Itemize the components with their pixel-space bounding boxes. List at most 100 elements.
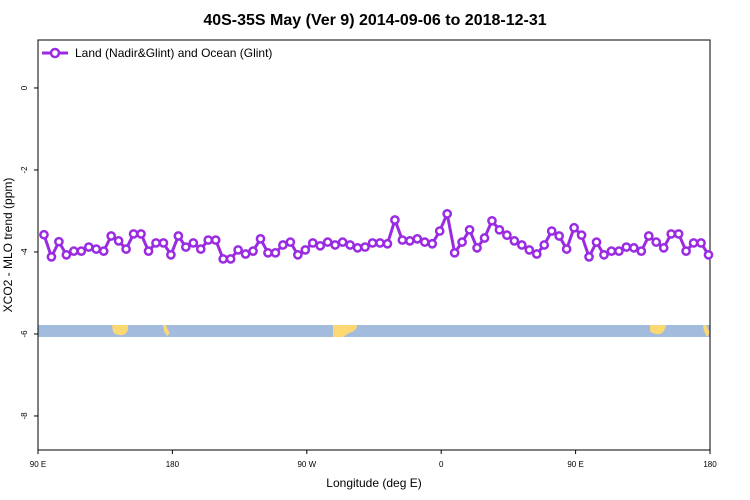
data-point	[307, 238, 318, 248]
data-point	[240, 249, 251, 259]
data-point	[427, 238, 438, 249]
data-point	[255, 234, 266, 244]
data-point	[322, 237, 333, 247]
x-tick-label: 180	[703, 460, 717, 469]
data-point	[121, 244, 131, 254]
data-point	[113, 236, 124, 246]
data-point	[546, 226, 557, 236]
data-point	[390, 215, 400, 225]
data-point	[233, 245, 243, 255]
y-tick-label: 0	[20, 85, 29, 90]
data-point	[285, 237, 296, 247]
data-point	[136, 229, 146, 239]
data-point	[479, 233, 490, 243]
data-point	[188, 238, 199, 248]
data-point	[210, 235, 221, 245]
x-tick-label: 90 E	[30, 460, 46, 469]
y-tick-label: -6	[20, 330, 29, 338]
land-ocean-strip	[38, 325, 710, 337]
data-point	[696, 238, 706, 248]
x-tick-label: 90 W	[297, 460, 316, 469]
x-tick-label: 0	[439, 460, 444, 469]
data-point	[412, 234, 423, 244]
data-point	[434, 226, 445, 236]
data-point	[300, 245, 311, 255]
data-point	[128, 229, 139, 239]
data-point	[375, 238, 385, 248]
data-point	[576, 230, 587, 241]
data-point	[621, 242, 632, 252]
data-point	[345, 240, 355, 250]
data-point	[404, 236, 415, 246]
data-point	[614, 246, 624, 256]
data-point	[628, 243, 639, 253]
data-point	[673, 229, 684, 239]
data-point	[106, 231, 117, 241]
data-point	[315, 240, 326, 251]
data-point	[449, 247, 460, 258]
data-point	[330, 240, 341, 250]
data-point	[494, 224, 505, 235]
data-point	[643, 231, 654, 241]
data-point	[39, 229, 49, 240]
data-point	[457, 237, 467, 247]
y-tick-label: -8	[20, 412, 29, 420]
data-point	[531, 249, 542, 259]
data-point	[442, 208, 453, 219]
data-point	[584, 252, 594, 262]
data-point	[173, 231, 184, 241]
legend-marker	[49, 47, 61, 59]
x-tick-label: 90 E	[567, 460, 583, 469]
data-point	[158, 238, 169, 248]
data-point	[143, 246, 154, 256]
data-point	[218, 254, 229, 264]
y-axis-label: XCO2 - MLO trend (ppm)	[1, 178, 15, 313]
data-point	[666, 229, 677, 239]
data-point	[561, 244, 572, 254]
data-point	[502, 230, 512, 241]
data-point	[360, 242, 370, 252]
data-point	[270, 247, 281, 258]
data-point	[569, 222, 579, 233]
data-point	[382, 238, 393, 249]
data-point	[591, 237, 602, 247]
data-point	[292, 249, 303, 260]
data-point	[263, 247, 273, 258]
data-point	[599, 249, 609, 260]
data-point	[367, 238, 378, 248]
data-point	[651, 237, 662, 247]
data-point	[419, 237, 430, 247]
data-point	[166, 249, 176, 260]
x-axis-label: Longitude (deg E)	[326, 476, 421, 490]
chart-title: 40S-35S May (Ver 9) 2014-09-06 to 2018-1…	[203, 12, 546, 29]
data-point	[472, 243, 482, 253]
data-point	[151, 238, 161, 248]
data-point	[487, 215, 497, 226]
y-tick-label: -2	[20, 166, 29, 174]
data-point	[91, 244, 102, 254]
legend-text: Land (Nadir&Glint) and Ocean (Glint)	[75, 46, 272, 60]
data-point	[83, 242, 94, 252]
data-point	[509, 236, 520, 246]
data-point	[464, 224, 475, 235]
data-point	[61, 249, 72, 260]
data-point	[516, 240, 527, 250]
data-point	[539, 240, 550, 250]
data-point	[554, 231, 565, 241]
data-point	[688, 238, 699, 248]
data-point	[98, 246, 109, 256]
data-point	[195, 244, 206, 254]
data-point	[180, 242, 191, 252]
data-point	[337, 237, 348, 247]
data-point	[54, 236, 64, 247]
data-point	[68, 246, 79, 256]
plot-frame	[37, 39, 711, 451]
data-point	[636, 246, 647, 256]
data-point	[397, 235, 408, 245]
data-point	[606, 246, 617, 256]
x-tick-label: 180	[166, 460, 180, 469]
data-point	[248, 246, 258, 256]
data-point	[203, 235, 214, 245]
data-point	[352, 243, 363, 253]
